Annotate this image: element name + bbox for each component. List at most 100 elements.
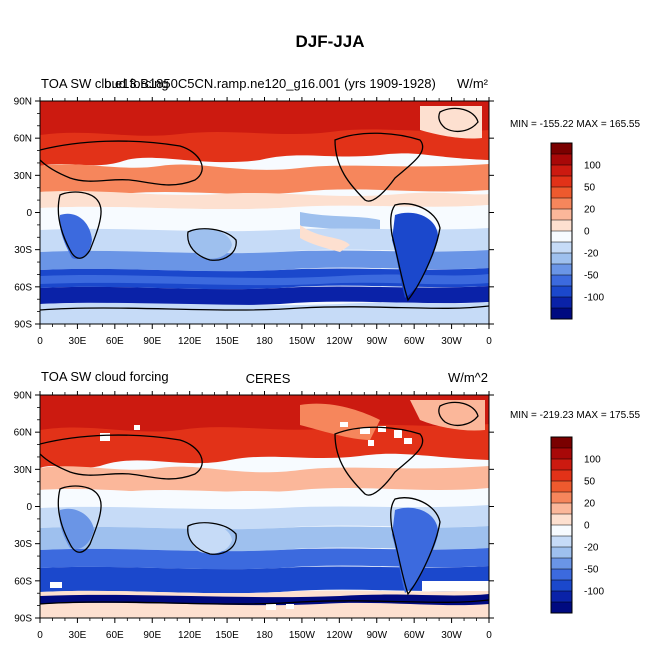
x-tick-label: 150W (289, 630, 316, 641)
x-tick-label: 120E (178, 630, 202, 641)
x-tick-label: 60E (106, 336, 124, 347)
colorbar-swatch (551, 580, 572, 592)
panel-ceres-units: W/m^2 (448, 370, 488, 385)
colorbar-swatch (551, 569, 572, 581)
y-tick-label: 0 (26, 502, 32, 513)
x-tick-label: 120E (178, 336, 202, 347)
x-tick-label: 180 (256, 336, 273, 347)
x-tick-label: 120W (326, 336, 353, 347)
y-tick-label: 30N (14, 465, 32, 476)
colorbar-swatch (551, 297, 572, 309)
colorbar-swatch (551, 264, 572, 276)
panel-ceres-title-center: CERES (246, 371, 291, 386)
x-tick-label: 150E (215, 336, 239, 347)
colorbar-swatch (551, 242, 572, 254)
figure-title: DJF-JJA (296, 32, 365, 51)
x-tick-label: 0 (486, 630, 492, 641)
colorbar-swatch (551, 448, 572, 460)
y-tick-label: 0 (26, 208, 32, 219)
y-axis-ticks-ceres: 90N 60N 30N 0 30S 60S 90S (14, 391, 494, 625)
y-tick-label: 60N (14, 134, 32, 145)
colorbar-label: 0 (584, 227, 590, 238)
panel-model: 0 30E 60E 90E 120E 150E 180 150W 120W 90W 60W 30W 0 … (14, 76, 641, 347)
colorbar-ceres: 100 50 20 0 -20 -50 -100 (550, 436, 604, 614)
x-tick-label: 60W (404, 336, 425, 347)
map-field-ceres (40, 395, 489, 618)
x-tick-label: 60E (106, 630, 124, 641)
colorbar-swatch (551, 525, 572, 537)
colorbar-swatch (551, 187, 572, 199)
x-tick-label: 60W (404, 630, 425, 641)
x-tick-label: 90W (366, 630, 387, 641)
x-tick-label: 150W (289, 336, 316, 347)
colorbar-label: -50 (584, 565, 599, 576)
y-tick-label: 60S (14, 282, 32, 293)
y-tick-label: 90N (14, 97, 32, 108)
x-tick-label: 30E (69, 336, 87, 347)
colorbar-model: 100 50 20 0 -20 -50 -100 (550, 142, 604, 320)
colorbar-label: 100 (584, 455, 601, 466)
colorbar-swatch (551, 492, 572, 504)
colorbar-swatch (551, 220, 572, 232)
colorbar-swatch (551, 547, 572, 559)
colorbar-swatch (551, 286, 572, 298)
x-tick-label: 30W (441, 336, 462, 347)
colorbar-swatch (551, 591, 572, 603)
colorbar-label: -100 (584, 293, 604, 304)
colorbar-label: 100 (584, 161, 601, 172)
map-field-model (40, 101, 489, 324)
colorbar-label: 50 (584, 477, 596, 488)
x-tick-label: 90W (366, 336, 387, 347)
colorbar-label: 50 (584, 183, 596, 194)
colorbar-swatch (551, 536, 572, 548)
y-tick-label: 30N (14, 171, 32, 182)
x-tick-label: 90E (143, 630, 161, 641)
colorbar-swatch (551, 503, 572, 515)
x-tick-label: 0 (37, 336, 43, 347)
colorbar-swatch (551, 253, 572, 265)
colorbar-swatch (551, 198, 572, 210)
colorbar-swatch (551, 275, 572, 287)
panel-model-title-left: TOA SW cloud forcing (41, 76, 169, 91)
colorbar-label: 20 (584, 499, 596, 510)
colorbar-swatch (551, 165, 572, 177)
colorbar-swatch (551, 459, 572, 471)
x-tick-label: 180 (256, 630, 273, 641)
y-tick-label: 90S (14, 614, 32, 625)
panel-ceres: 0 30E 60E 90E 120E 150E 180 150W 120W 90W 60W 30W 0 … (14, 369, 641, 641)
y-tick-label: 60S (14, 576, 32, 587)
y-tick-label: 30S (14, 245, 32, 256)
colorbar-swatch (551, 514, 572, 526)
colorbar-label: -20 (584, 543, 599, 554)
colorbar-label: 0 (584, 521, 590, 532)
y-tick-label: 60N (14, 428, 32, 439)
colorbar-swatch (551, 209, 572, 221)
x-tick-label: 90E (143, 336, 161, 347)
colorbar-swatch (551, 231, 572, 243)
x-tick-label: 0 (37, 630, 43, 641)
y-tick-label: 90N (14, 391, 32, 402)
colorbar-swatch (551, 154, 572, 166)
x-tick-label: 30E (69, 630, 87, 641)
colorbar-swatch (551, 308, 572, 320)
panel-ceres-stats: MIN = -219.23 MAX = 175.55 (510, 410, 641, 421)
colorbar-label: -20 (584, 249, 599, 260)
x-tick-label: 0 (486, 336, 492, 347)
panel-model-title-center: b.e13.B1850C5CN.ramp.ne120_g16.001 (yrs … (104, 76, 436, 91)
colorbar-label: -100 (584, 587, 604, 598)
colorbar-label: -50 (584, 271, 599, 282)
panel-model-stats: MIN = -155.22 MAX = 165.55 (510, 119, 641, 130)
x-tick-label: 30W (441, 630, 462, 641)
y-axis-ticks-model: 90N 60N 30N 0 30S 60S 90S (14, 97, 494, 331)
colorbar-swatch (551, 602, 572, 614)
colorbar-label: 20 (584, 205, 596, 216)
x-tick-label: 120W (326, 630, 353, 641)
colorbar-swatch (551, 437, 572, 449)
x-axis-ticks-model: 0 30E 60E 90E 120E 150E 180 150W 120W 90W 60W 30W 0 (37, 97, 492, 347)
colorbar-swatch (551, 470, 572, 482)
y-tick-label: 90S (14, 320, 32, 331)
colorbar-swatch (551, 176, 572, 188)
panel-model-units: W/m² (457, 76, 489, 91)
